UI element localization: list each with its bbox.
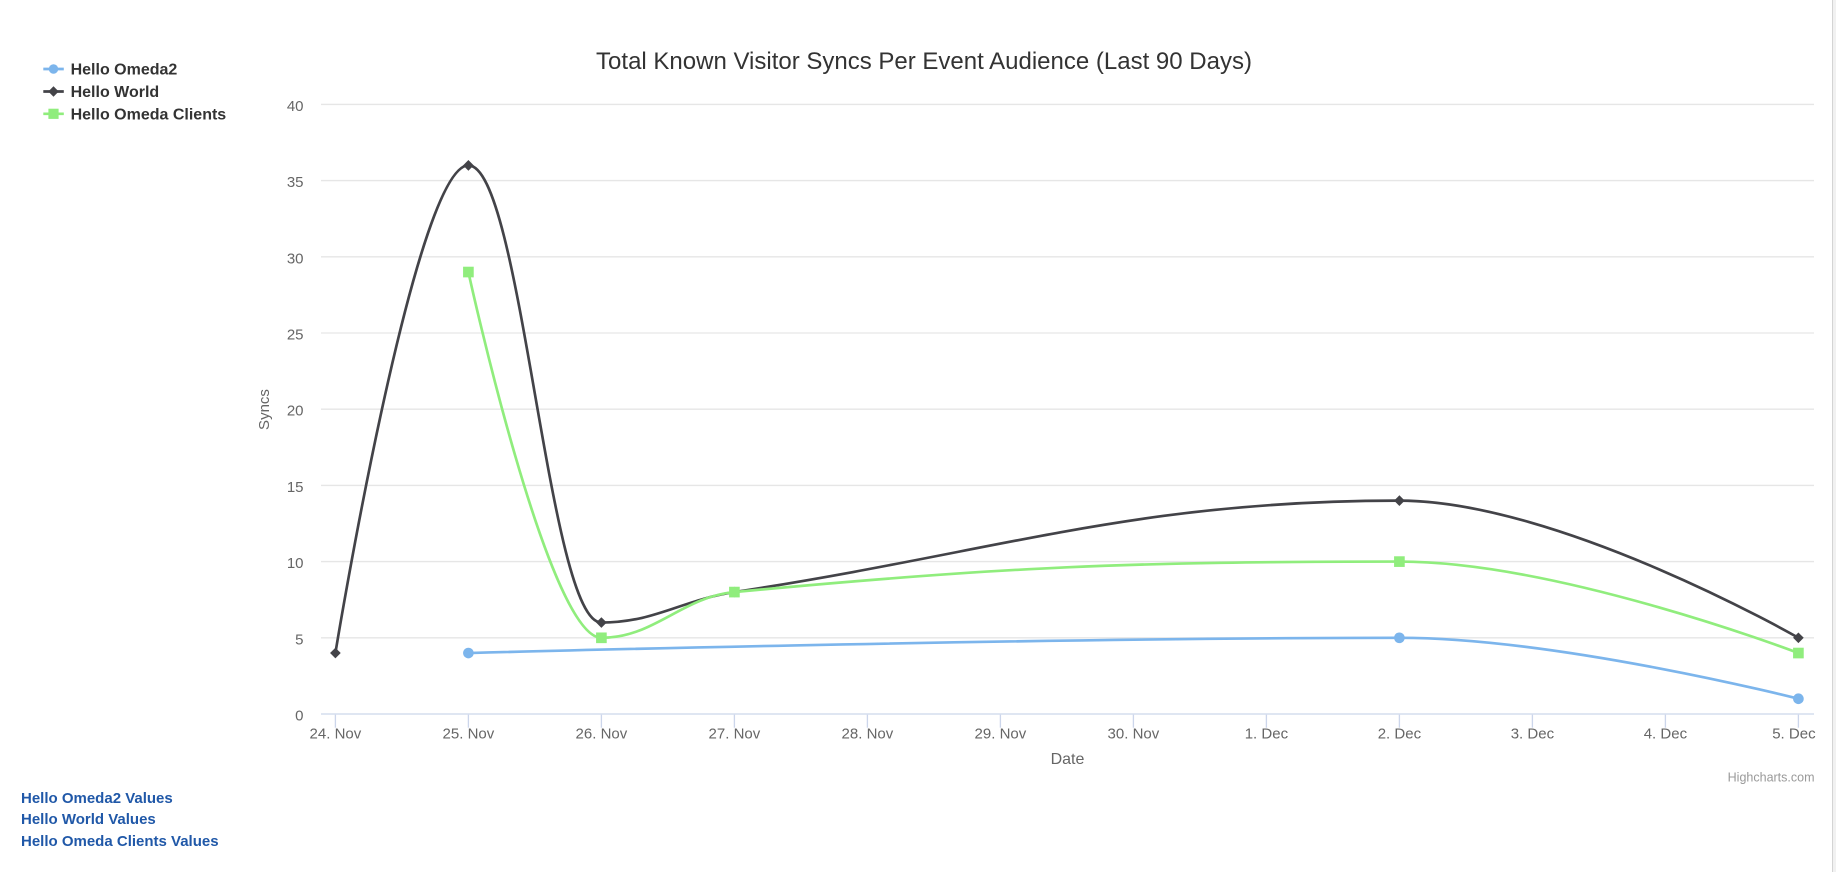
svg-text:40: 40 [287,98,304,115]
svg-text:20: 20 [287,403,304,420]
svg-text:Hello World: Hello World [71,84,160,101]
svg-text:15: 15 [287,479,304,496]
svg-text:Syncs: Syncs [256,389,273,430]
svg-text:Hello Omeda Clients: Hello Omeda Clients [71,107,227,124]
svg-text:10: 10 [287,555,304,572]
svg-text:0: 0 [295,708,303,725]
svg-text:Hello Omeda2: Hello Omeda2 [71,62,178,79]
svg-text:27. Nov: 27. Nov [709,726,761,743]
svg-text:4. Dec: 4. Dec [1644,726,1688,743]
svg-text:2. Dec: 2. Dec [1378,726,1422,743]
svg-text:Highcharts.com: Highcharts.com [1728,771,1815,785]
svg-text:24. Nov: 24. Nov [310,726,362,743]
svg-text:3. Dec: 3. Dec [1511,726,1555,743]
svg-text:5: 5 [295,631,303,648]
svg-text:28. Nov: 28. Nov [842,726,894,743]
svg-text:Total Known Visitor Syncs Per: Total Known Visitor Syncs Per Event Audi… [596,48,1252,75]
svg-text:35: 35 [287,174,304,191]
svg-text:Date: Date [1051,751,1085,768]
svg-text:26. Nov: 26. Nov [576,726,628,743]
svg-text:5. Dec: 5. Dec [1772,726,1816,743]
svg-text:30: 30 [287,250,304,267]
svg-text:30. Nov: 30. Nov [1108,726,1160,743]
svg-text:25: 25 [287,327,304,344]
svg-text:29. Nov: 29. Nov [975,726,1027,743]
svg-text:25. Nov: 25. Nov [443,726,495,743]
svg-text:1. Dec: 1. Dec [1245,726,1289,743]
